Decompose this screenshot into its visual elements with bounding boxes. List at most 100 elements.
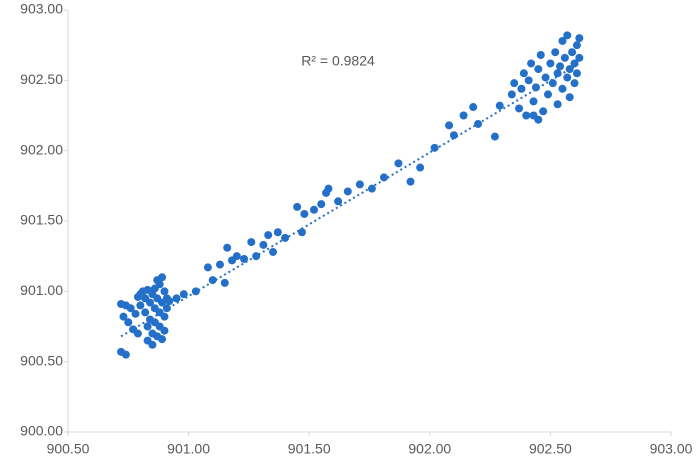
point — [158, 335, 167, 344]
point — [179, 290, 188, 299]
point — [160, 287, 169, 296]
point — [119, 312, 128, 321]
point — [445, 121, 454, 130]
annotation: R² = 0.9824 — [301, 53, 375, 69]
point — [136, 301, 145, 310]
x-tick-label: 901.50 — [288, 441, 331, 457]
point — [519, 69, 528, 78]
point — [297, 228, 306, 237]
point — [536, 51, 545, 60]
point — [568, 48, 577, 57]
point — [416, 163, 425, 172]
point — [160, 326, 169, 335]
point — [220, 278, 229, 287]
point — [551, 48, 560, 57]
point — [527, 59, 536, 68]
point — [524, 76, 533, 85]
point — [563, 31, 572, 40]
point — [490, 132, 499, 141]
point — [541, 73, 550, 82]
point — [203, 263, 212, 272]
point — [143, 285, 152, 294]
point — [133, 292, 142, 301]
point — [556, 62, 565, 71]
y-tick-label: 900.00 — [20, 423, 63, 439]
point — [131, 309, 140, 318]
x-tick-label: 900.50 — [47, 441, 90, 457]
point — [529, 111, 538, 120]
point — [546, 59, 555, 68]
point — [355, 180, 364, 189]
point — [394, 159, 403, 168]
point — [252, 252, 261, 261]
point — [570, 79, 579, 88]
point — [515, 104, 524, 113]
x-tick-label: 902.00 — [408, 441, 451, 457]
point — [121, 350, 130, 359]
point — [232, 252, 241, 261]
point — [469, 103, 478, 112]
point — [141, 308, 150, 317]
point — [172, 294, 181, 303]
y-tick-label: 902.00 — [20, 141, 63, 157]
point — [324, 184, 333, 193]
point — [215, 260, 224, 269]
point — [495, 101, 504, 110]
point — [317, 200, 326, 209]
x-tick-label: 901.00 — [167, 441, 210, 457]
point — [334, 197, 343, 206]
point — [563, 73, 572, 82]
point — [558, 36, 567, 45]
point — [133, 329, 142, 338]
point — [153, 276, 162, 285]
x-tick-label: 902.50 — [529, 441, 572, 457]
point — [560, 53, 569, 62]
point — [529, 97, 538, 106]
point — [510, 79, 519, 88]
trendline — [120, 62, 580, 338]
point — [430, 143, 439, 152]
y-tick-label: 902.50 — [20, 71, 63, 87]
point — [259, 240, 268, 249]
point — [124, 318, 133, 327]
y-tick-label: 903.00 — [20, 1, 63, 17]
y-tick-label: 901.50 — [20, 212, 63, 228]
point — [300, 209, 309, 218]
point — [165, 297, 174, 306]
point — [553, 69, 562, 78]
point — [534, 65, 543, 74]
point — [223, 243, 232, 252]
point — [310, 205, 319, 214]
y-tick-label: 901.00 — [20, 282, 63, 298]
point — [575, 34, 584, 43]
point — [575, 53, 584, 62]
point — [160, 312, 169, 321]
x-tick-label: 903.00 — [650, 441, 693, 457]
y-tick-label: 900.50 — [20, 352, 63, 368]
point — [507, 90, 516, 99]
point — [565, 65, 574, 74]
point — [522, 111, 531, 120]
point — [247, 238, 256, 247]
point — [143, 322, 152, 331]
point — [148, 340, 157, 349]
point — [146, 298, 155, 307]
point — [367, 184, 376, 193]
point — [273, 228, 282, 237]
point — [558, 84, 567, 93]
point — [191, 287, 200, 296]
point — [449, 131, 458, 140]
point — [572, 41, 581, 50]
point — [517, 84, 526, 93]
point — [572, 69, 581, 78]
point — [459, 111, 468, 120]
point — [343, 187, 352, 196]
point — [539, 107, 548, 116]
point — [570, 59, 579, 68]
point — [293, 202, 302, 211]
point — [269, 247, 278, 256]
point — [548, 79, 557, 88]
point — [553, 100, 562, 109]
